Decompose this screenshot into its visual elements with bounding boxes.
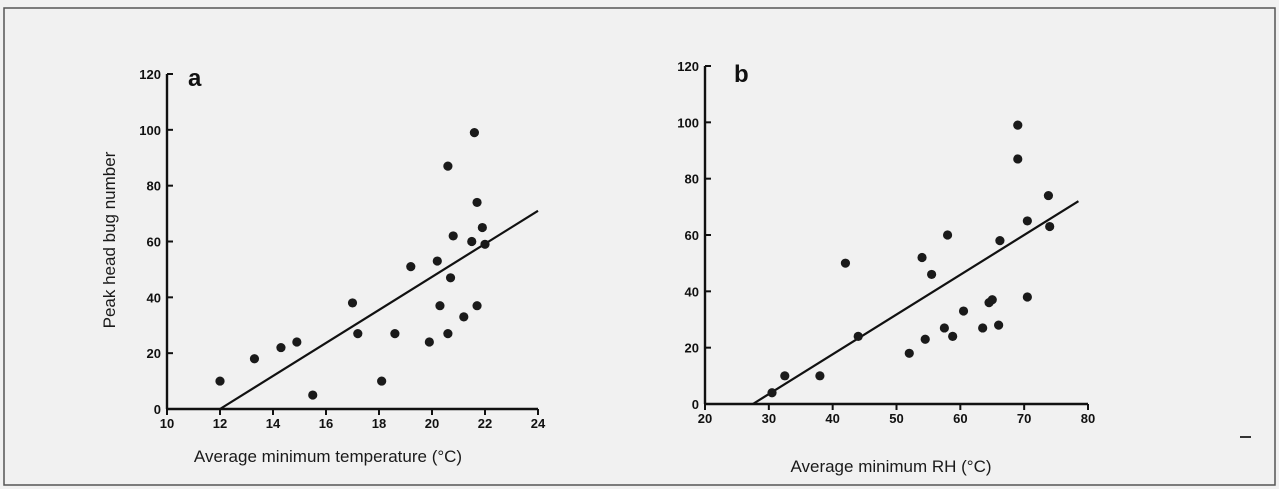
y-tick-label: 100 [677,115,699,130]
data-point [1022,292,1032,302]
data-point [459,312,469,322]
data-point [939,323,949,333]
data-point [853,331,863,341]
x-axis-title: Average minimum temperature (°C) [194,447,462,466]
y-tick-label: 120 [677,59,699,74]
y-tick-label: 40 [147,290,161,305]
chart-panel-a: 10 12 14 16 18 20 22 24 0 20 40 60 80 100 120 a Average … [100,65,546,466]
x-tick-label: 40 [825,411,839,426]
data-point [445,273,456,283]
y-tick-label: 0 [154,402,161,417]
y-tick-label: 100 [139,123,161,138]
data-point [308,390,318,400]
data-point [1022,216,1032,226]
data-point [215,376,225,386]
data-point [448,231,458,241]
data-point [942,230,953,240]
data-point [472,197,482,208]
data-point [435,301,445,311]
y-tick-label: 80 [147,179,161,194]
data-point [1043,190,1054,201]
figure-border [3,7,1276,486]
x-tick-label: 16 [319,416,333,431]
data-point [472,301,482,311]
y-tick-label: 0 [692,397,699,412]
x-tick-label: 60 [953,411,967,426]
y-tick-label: 60 [147,235,161,250]
x-tick-label: 80 [1081,411,1095,426]
data-point [995,236,1005,246]
data-point [767,388,777,398]
data-point [927,269,937,280]
data-point [276,342,286,353]
data-point [904,348,914,358]
regression-line [752,200,1080,405]
data-point [917,252,927,263]
data-point [390,329,400,339]
data-point [1013,154,1023,164]
data-point [958,306,969,316]
data-point [987,295,997,305]
data-point [840,258,851,268]
y-axis-title: Peak head bug number [100,151,119,328]
x-tick-label: 18 [372,416,386,431]
data-point [443,161,453,171]
data-point [424,337,434,347]
data-point [1045,221,1055,232]
x-tick-label: 20 [698,411,712,426]
data-point [477,222,487,233]
x-tick-label: 30 [762,411,776,426]
panel-label: a [188,65,202,92]
data-point [443,329,453,339]
y-tick-label: 20 [147,346,161,361]
x-tick-label: 12 [213,416,227,431]
y-tick-label: 120 [139,67,161,82]
x-axis-title: Average minimum RH (°C) [790,457,991,476]
data-point [406,262,416,272]
y-tick-label: 80 [685,172,699,187]
x-tick-label: 14 [266,416,281,431]
data-point [467,236,477,247]
data-point [432,256,442,266]
data-point [978,323,988,333]
panel-label: b [734,61,749,88]
data-point [994,320,1004,330]
x-tick-label: 24 [531,416,546,431]
data-point [347,298,358,308]
x-tick-label: 10 [160,416,174,431]
data-point [780,371,790,381]
y-tick-label: 60 [685,228,699,243]
data-point [948,331,958,341]
data-point [815,371,825,381]
data-point [353,329,363,339]
data-point [480,239,490,249]
data-point [920,334,930,344]
data-point [249,354,260,364]
x-tick-label: 20 [425,416,439,431]
x-tick-label: 50 [889,411,903,426]
data-point [292,337,302,347]
y-tick-label: 20 [685,341,699,356]
y-tick-label: 40 [685,284,699,299]
data-point [469,128,479,138]
x-tick-label: 70 [1017,411,1031,426]
x-tick-label: 22 [478,416,492,431]
data-point [377,376,387,386]
data-point [1013,120,1023,130]
